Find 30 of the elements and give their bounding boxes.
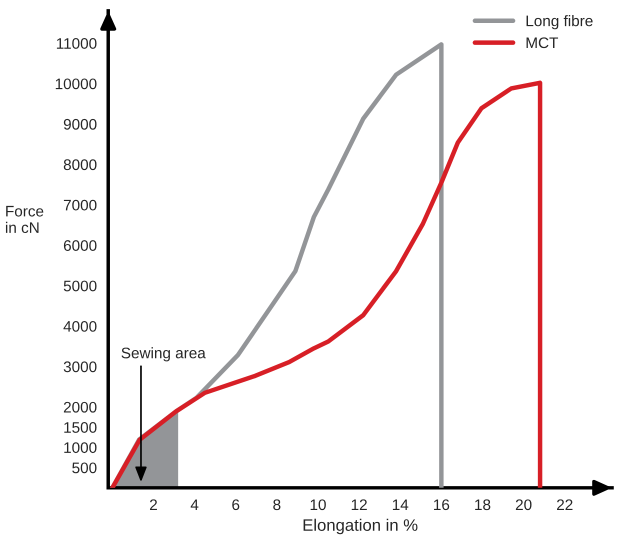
x-tick-label: 6 bbox=[232, 499, 240, 510]
y-axis-title: Force in cN bbox=[6, 206, 44, 234]
x-tick-label: 14 bbox=[392, 499, 408, 510]
x-tick-label: 10 bbox=[310, 499, 326, 510]
x-tick-label: 12 bbox=[352, 499, 367, 510]
legend-label: Long fibre bbox=[526, 15, 593, 30]
legend-label: MCT bbox=[526, 37, 558, 48]
x-tick-label: 20 bbox=[516, 499, 532, 510]
y-tick-label: 9000 bbox=[64, 118, 97, 130]
x-tick-label: 22 bbox=[557, 499, 572, 510]
line-series bbox=[110, 80, 542, 488]
y-tick-label: 7000 bbox=[64, 200, 97, 211]
y-tick-label: 500 bbox=[72, 462, 97, 474]
y-tick-label: 5000 bbox=[64, 280, 97, 292]
x-tick-label: 8 bbox=[273, 499, 280, 510]
y-tick-label: 6000 bbox=[64, 240, 97, 251]
annotation: Sewing area bbox=[122, 347, 206, 362]
x-tick-label: 4 bbox=[190, 499, 198, 510]
x-tick-label: 2 bbox=[150, 499, 157, 510]
y-tick-label: 1500 bbox=[64, 422, 97, 433]
y-tick-label: 4000 bbox=[63, 320, 97, 332]
y-tick-label: 8000 bbox=[64, 159, 97, 170]
y-tick-label: 11000 bbox=[56, 38, 97, 49]
y-tick-label: 10000 bbox=[56, 78, 97, 90]
y-tick-label: 1000 bbox=[64, 442, 97, 454]
y-tick-label: 2000 bbox=[64, 402, 97, 413]
y-tick-label: 3000 bbox=[64, 361, 97, 372]
x-tick-label: 18 bbox=[475, 499, 490, 510]
x-tick-label: 16 bbox=[434, 499, 450, 510]
x-axis-title: Elongation in % bbox=[304, 518, 418, 534]
